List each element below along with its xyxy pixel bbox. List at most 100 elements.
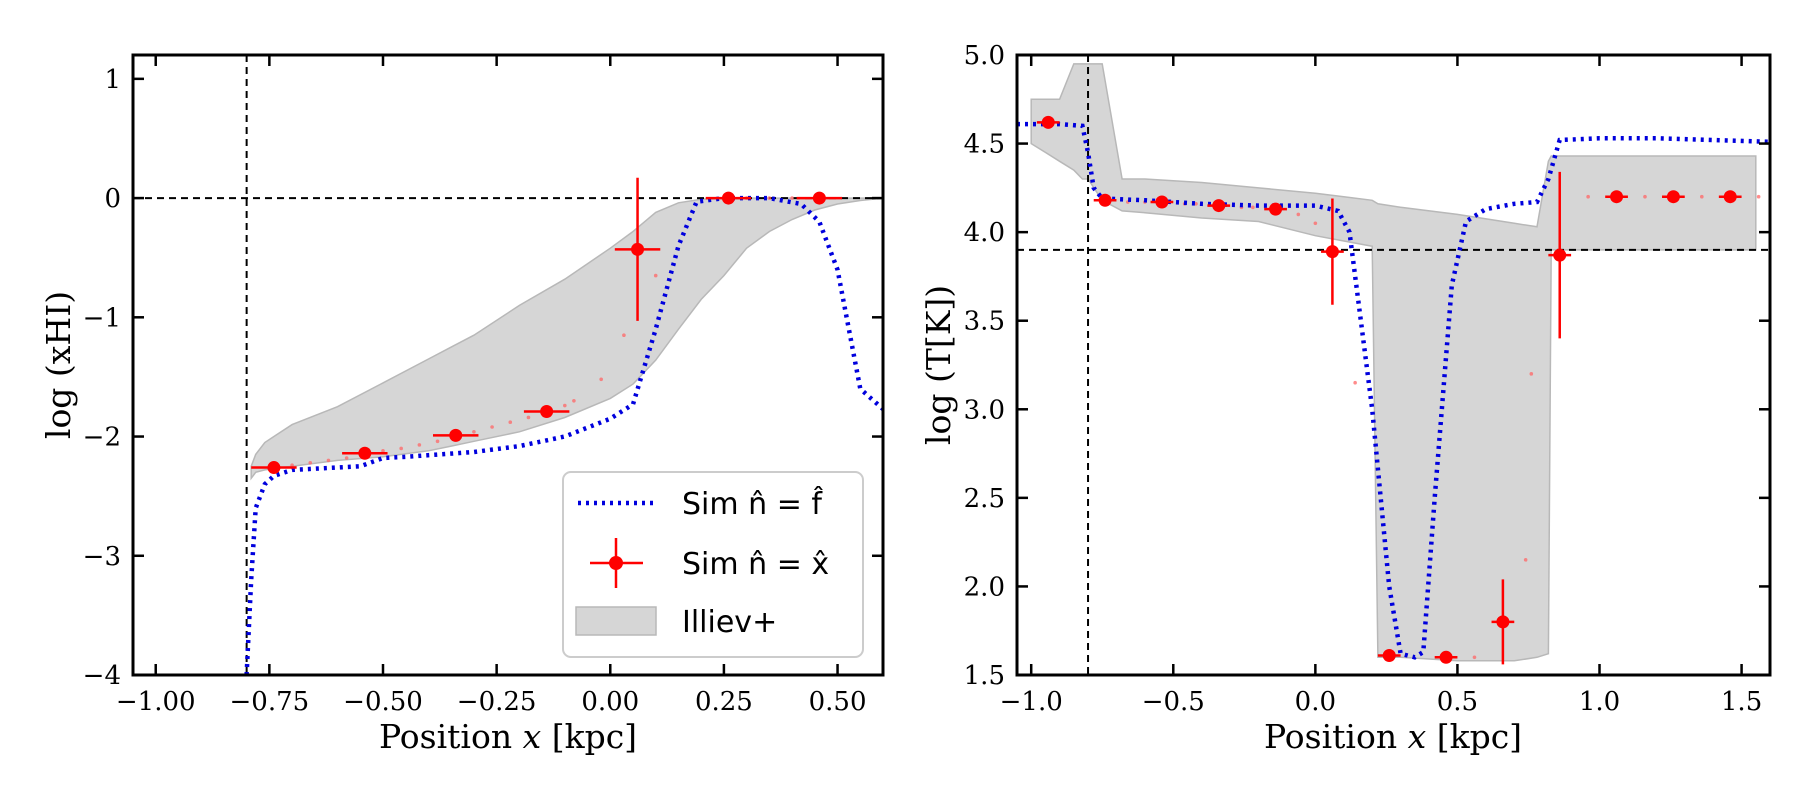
sim-x-point (1548, 171, 1572, 339)
fine-sample-point (1529, 372, 1534, 376)
y-tick-label: 0 (104, 184, 121, 214)
x-tick-label: 1.5 (1721, 687, 1762, 717)
chart-temperature: −1.0 −0.5 0.0 0.5 1.0 1.5 1.5 2.0 2.5 3.0 3.5 4.0 4.… (919, 41, 1772, 756)
point-marker (358, 446, 372, 460)
fine-sample-point (1251, 205, 1255, 210)
fine-sample-point (417, 443, 422, 447)
sim-x-point (705, 191, 752, 205)
y-tick-label: 3.5 (964, 307, 1005, 337)
y-tick-label: 1 (104, 65, 121, 95)
fine-sample-point (599, 377, 603, 382)
sim-x-point (1605, 190, 1628, 204)
fine-sample-point (1194, 202, 1198, 206)
fine-sample-point (767, 196, 772, 200)
fine-sample-point (326, 458, 331, 463)
sim-x-point (1434, 650, 1458, 664)
fine-sample-point (308, 460, 313, 465)
x-tick-label: −1.00 (116, 687, 196, 717)
illiev-band (1030, 63, 1757, 662)
point-marker (631, 242, 645, 256)
x-axis-label: Position x [kpc] (379, 717, 637, 756)
y-tick-label: 1.5 (964, 661, 1005, 691)
sim-x-point (614, 177, 661, 321)
x-tick-label: 0.5 (1437, 687, 1478, 717)
y-tick-label: −1 (83, 303, 121, 333)
x-tick-label: 0.50 (809, 687, 867, 717)
y-axis-label: log (T[K]) (919, 285, 958, 445)
point-marker (1212, 199, 1226, 213)
sim-x-point (1377, 649, 1401, 663)
sim-f-line (1017, 121, 1770, 660)
fine-sample-point (1313, 221, 1318, 226)
fine-sample-point (1296, 212, 1301, 217)
point-marker (1382, 649, 1396, 663)
fine-sample-point (1472, 655, 1477, 660)
plot-frame (1015, 53, 1772, 677)
sim-x-point (1207, 199, 1231, 213)
x-tick-label: 0.25 (695, 687, 753, 717)
y-tick-label: 4.5 (964, 130, 1005, 160)
fine-sample-point (290, 463, 294, 467)
sim-x-point (1662, 190, 1685, 204)
fine-sample-point (790, 196, 794, 200)
point-marker (1155, 195, 1169, 209)
y-tick-label: −2 (83, 423, 121, 453)
point-marker (449, 428, 463, 442)
fine-sample-point (344, 456, 349, 460)
y-tick-label: 4.0 (964, 218, 1005, 248)
point-marker (1553, 248, 1567, 262)
point-marker (1041, 115, 1055, 129)
illiev-band (250, 197, 883, 481)
sim-x-point (1093, 193, 1117, 207)
point-marker (1496, 615, 1510, 629)
fine-sample-point (1643, 194, 1647, 199)
x-tick-label: −0.50 (343, 687, 423, 717)
point-marker (1666, 190, 1680, 204)
sim-f-line (244, 195, 883, 675)
x-axis-label: Position x [kpc] (1264, 717, 1522, 756)
point-marker (1610, 190, 1624, 204)
fine-sample-point (490, 425, 494, 429)
x-tick-label: 0.00 (581, 687, 639, 717)
plot-frame (131, 53, 885, 677)
sim-x-point (342, 446, 388, 460)
legend-label-sim-x: Sim n̂ = x̂ (682, 547, 829, 582)
fine-sample-point (472, 429, 476, 434)
fine-sample-point (1353, 380, 1357, 385)
fine-sample-point (563, 403, 567, 408)
legend-label-sim-f: Sim n̂ = f̂ (682, 486, 823, 522)
point-marker (721, 191, 735, 205)
y-tick-label: 2.5 (964, 484, 1005, 514)
fine-sample-point (1756, 194, 1761, 199)
legend-band-swatch (575, 606, 657, 636)
point-marker (1098, 193, 1112, 207)
point-marker (1439, 650, 1453, 664)
point-marker (812, 191, 826, 205)
sim-x-point (1718, 190, 1742, 204)
x-tick-label: 0.0 (1295, 687, 1336, 717)
x-tick-label: −1.0 (1000, 687, 1063, 717)
fine-sample-point (1700, 194, 1704, 199)
fine-sample-point (435, 439, 440, 444)
fine-sample-point (1523, 558, 1528, 562)
point-marker (1723, 190, 1737, 204)
x-tick-label: −0.25 (457, 687, 537, 717)
legend-errorbar-marker (609, 556, 623, 570)
fine-sample-point (572, 398, 576, 403)
y-axis-label: log (xHI) (39, 291, 78, 439)
fine-sample-point (508, 420, 513, 425)
sim-x-point (796, 191, 843, 205)
y-tick-label: −3 (83, 542, 121, 572)
fine-sample-point (1586, 194, 1590, 199)
sim-x-point (433, 428, 479, 442)
sim-x-point (1491, 579, 1515, 665)
sim-x-point (1321, 198, 1344, 305)
point-marker (1269, 202, 1283, 216)
point-marker (540, 405, 554, 418)
legend: Sim n̂ = f̂ Sim n̂ = x̂ Illiev+ (562, 471, 864, 658)
point-marker (267, 461, 281, 475)
sim-x-point (1264, 202, 1287, 216)
legend-label-illiev: Illiev+ (682, 605, 777, 640)
sim-x-point (1150, 195, 1174, 209)
x-tick-label: −0.75 (230, 687, 310, 717)
